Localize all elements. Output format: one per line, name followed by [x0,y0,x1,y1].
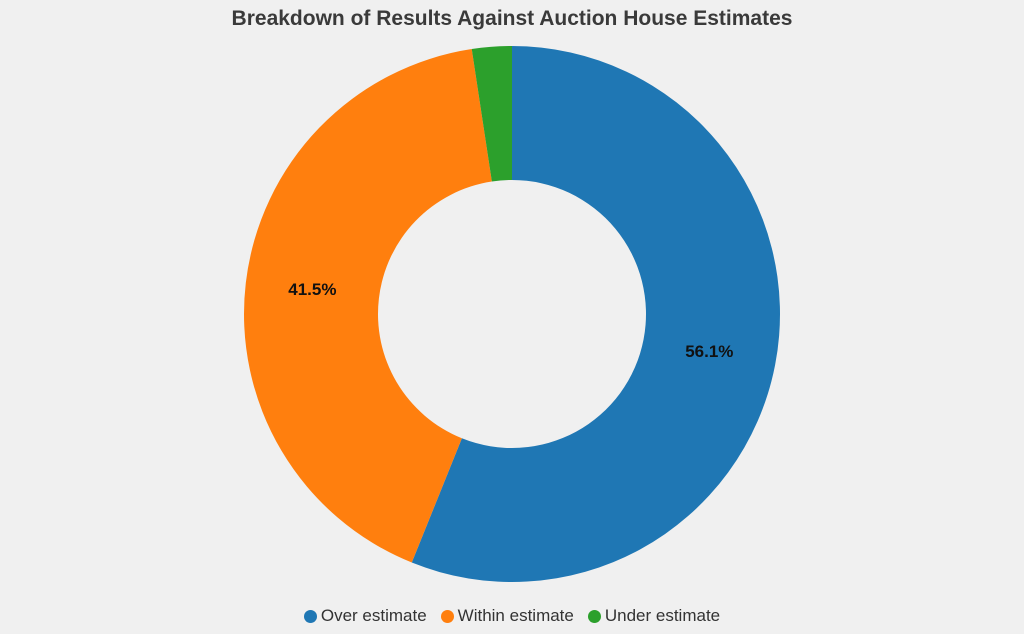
legend-label-under-estimate: Under estimate [604,606,721,625]
slice-within-estimate[interactable] [243,49,492,563]
legend-item-within-estimate[interactable]: Within estimate [440,606,574,626]
legend-item-under-estimate[interactable]: Under estimate [587,606,721,626]
legend-label-over-estimate: Over estimate [320,606,427,625]
chart-title: Breakdown of Results Against Auction Hou… [231,7,793,30]
legend-marker-under-estimate [587,609,601,623]
legend-item-over-estimate[interactable]: Over estimate [303,606,427,626]
slice-over-estimate[interactable] [411,46,780,582]
legend: Over estimate Within estimate Under esti… [0,606,1024,626]
legend-marker-within-estimate [440,609,454,623]
slice-under-estimate[interactable] [471,46,512,182]
legend-marker-over-estimate [303,609,317,623]
legend-label-within-estimate: Within estimate [457,606,574,625]
data-label-over-estimate: 56.1% [685,342,733,361]
data-label-within-estimate: 41.5% [288,280,336,299]
